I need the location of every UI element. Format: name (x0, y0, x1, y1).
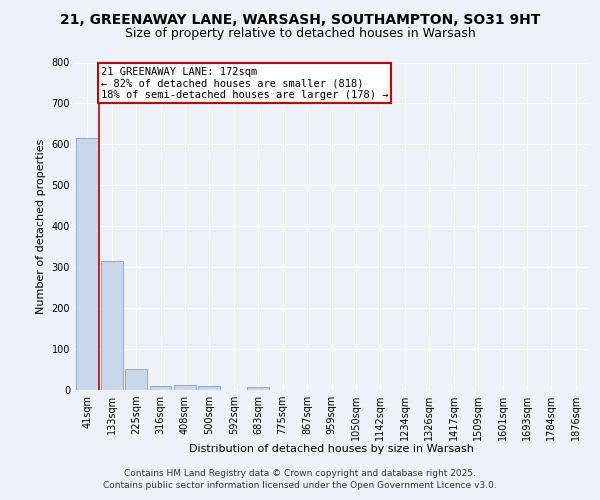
Y-axis label: Number of detached properties: Number of detached properties (36, 138, 46, 314)
Text: Contains public sector information licensed under the Open Government Licence v3: Contains public sector information licen… (103, 481, 497, 490)
Bar (174, 385, 196, 390)
X-axis label: Distribution of detached houses by size in Warsash: Distribution of detached houses by size … (189, 444, 474, 454)
Text: Contains HM Land Registry data © Crown copyright and database right 2025.: Contains HM Land Registry data © Crown c… (124, 468, 476, 477)
Bar (76, 138, 98, 390)
Bar (199, 386, 220, 390)
Bar (247, 386, 269, 390)
Bar (125, 368, 147, 390)
Text: 21, GREENAWAY LANE, WARSASH, SOUTHAMPTON, SO31 9HT: 21, GREENAWAY LANE, WARSASH, SOUTHAMPTON… (60, 12, 540, 26)
Text: Size of property relative to detached houses in Warsash: Size of property relative to detached ho… (125, 28, 475, 40)
Bar (149, 386, 172, 390)
Bar (101, 260, 122, 390)
Text: 21 GREENAWAY LANE: 172sqm
← 82% of detached houses are smaller (818)
18% of semi: 21 GREENAWAY LANE: 172sqm ← 82% of detac… (101, 66, 388, 100)
